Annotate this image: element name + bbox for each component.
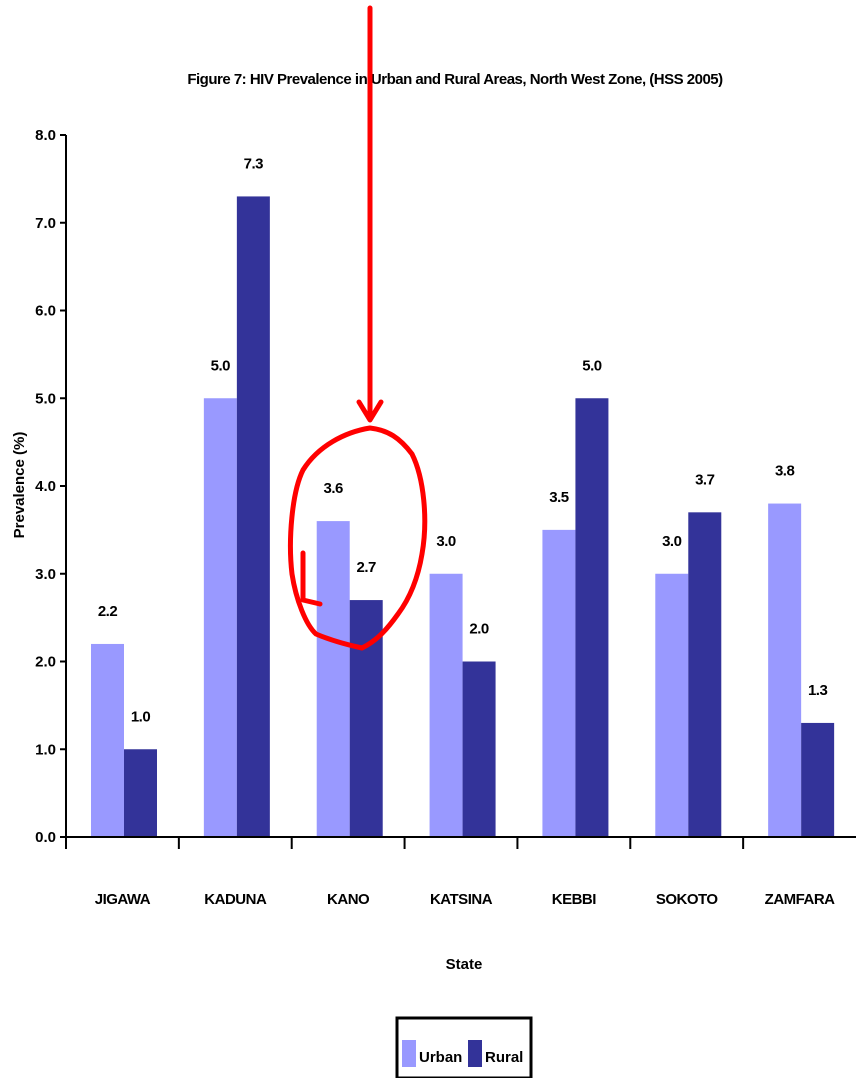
bar-urban-kano: [316, 521, 350, 837]
y-tick-label: 5.0: [35, 390, 56, 407]
data-label-rural: 5.0: [582, 357, 602, 374]
bar-rural-kebbi: [575, 398, 609, 837]
annotation-tick: [300, 550, 323, 607]
bar-urban-zamfara: [768, 503, 802, 837]
annotation-circle: [287, 425, 428, 651]
y-tick-label: 4.0: [35, 478, 56, 495]
annotation-arrow-head: [356, 399, 384, 423]
legend-swatch-rural: [468, 1040, 482, 1067]
red-annotation: [287, 5, 428, 651]
data-label-rural: 7.3: [244, 155, 264, 172]
data-label-urban: 5.0: [211, 357, 231, 374]
y-tick-label: 8.0: [35, 127, 56, 144]
legend: Urban Rural: [395, 1016, 533, 1078]
data-label-rural: 1.0: [131, 708, 151, 725]
bar-rural-zamfara: [801, 722, 835, 837]
category-label: ZAMFARA: [765, 891, 835, 908]
bar-rural-katsina: [462, 661, 496, 837]
data-label-urban: 3.6: [324, 480, 344, 497]
category-label: JIGAWA: [95, 891, 151, 908]
bar-rural-jigawa: [124, 749, 157, 837]
category-label: KEBBI: [552, 891, 597, 908]
category-label: KADUNA: [204, 891, 267, 908]
category-label: KATSINA: [430, 891, 493, 908]
category-labels: JIGAWA KADUNA KANO KATSINA KEBBI SOKOTO ZAMFAR…: [65, 837, 836, 908]
bar-urban-kaduna: [203, 398, 237, 837]
data-label-urban: 3.8: [775, 463, 795, 480]
y-tick-label: 0.0: [35, 829, 56, 846]
y-tick-label: 3.0: [35, 566, 56, 583]
bar-rural-kaduna: [236, 196, 270, 838]
chart-title: Figure 7: HIV Prevalence in Urban and Ru…: [187, 71, 723, 88]
data-labels: 2.2 1.0 5.0 7.3 3.6 2.7 3.0 2.0 3.5 5.0 3.0 3.7 3.8 1…: [98, 155, 828, 725]
data-label-rural: 2.0: [469, 621, 489, 638]
legend-label-urban: Urban: [419, 1049, 462, 1066]
bar-urban-katsina: [429, 573, 463, 837]
data-label-urban: 2.2: [98, 603, 118, 620]
y-tick-label: 7.0: [35, 215, 56, 232]
y-tick-label: 6.0: [35, 303, 56, 320]
bars: [91, 196, 835, 838]
y-axis-label: Prevalence (%): [11, 432, 28, 539]
bar-urban-kebbi: [542, 529, 576, 837]
y-axis-ticks: 0.0 1.0 2.0 3.0 4.0 5.0 6.0 7.0 8.0: [35, 127, 66, 846]
y-tick-label: 2.0: [35, 654, 56, 671]
data-label-rural: 1.3: [808, 682, 828, 699]
x-axis-label: State: [446, 956, 483, 973]
legend-box: [395, 1016, 533, 1078]
bar-urban-sokoto: [655, 573, 689, 837]
category-label: KANO: [327, 891, 370, 908]
data-label-urban: 3.0: [662, 533, 682, 550]
bar-rural-sokoto: [688, 512, 722, 837]
category-label: SOKOTO: [656, 891, 719, 908]
data-label-rural: 3.7: [695, 471, 715, 488]
data-label-urban: 3.5: [549, 489, 569, 506]
bar-urban-jigawa: [91, 643, 124, 837]
legend-label-rural: Rural: [485, 1049, 523, 1066]
legend-swatch-urban: [402, 1040, 416, 1067]
data-label-rural: 2.7: [357, 559, 377, 576]
y-tick-label: 1.0: [35, 741, 56, 758]
data-label-urban: 3.0: [436, 533, 456, 550]
